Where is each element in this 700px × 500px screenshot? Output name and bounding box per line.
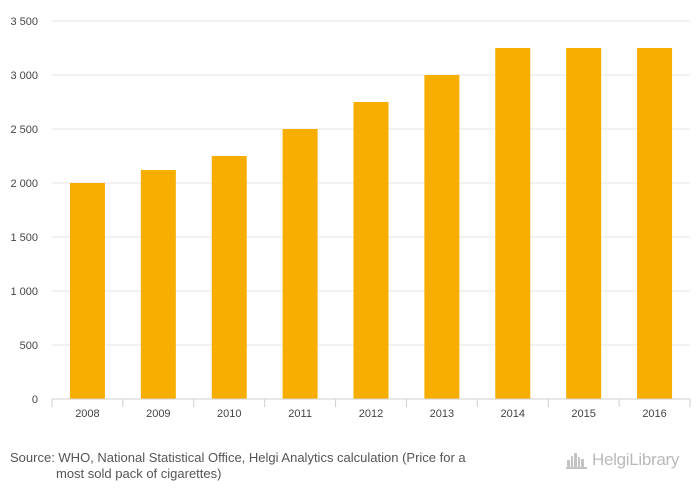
bar-2016 <box>637 48 673 399</box>
brand-logo: HelgiLibrary <box>566 448 679 472</box>
y-tick-label: 0 <box>32 394 38 406</box>
source-line-2: most sold pack of cigarettes) <box>56 466 222 481</box>
y-tick-label: 1 500 <box>10 232 38 244</box>
x-axis <box>51 398 691 407</box>
y-tick-label: 3 000 <box>10 70 38 82</box>
x-tick-label: 2015 <box>571 408 595 420</box>
y-axis-tick-labels: 0 500 1 000 1 500 2 000 2 500 3 000 3 500 <box>10 16 38 406</box>
y-tick-label: 2 500 <box>10 124 38 136</box>
helgi-library-skyline-icon <box>566 453 587 469</box>
x-tick-label: 2010 <box>217 408 241 420</box>
x-tick-label: 2013 <box>430 408 454 420</box>
x-tick-label: 2012 <box>359 408 383 420</box>
x-tick-label: 2016 <box>642 408 666 420</box>
x-tick-label: 2008 <box>75 408 99 420</box>
bar-2008 <box>69 183 105 399</box>
source-note: Source: WHO, National Statistical Office… <box>10 450 540 482</box>
x-tick-label: 2009 <box>146 408 170 420</box>
bar-2015 <box>566 48 602 399</box>
source-line-1: Source: WHO, National Statistical Office… <box>10 450 466 465</box>
bars <box>69 48 673 399</box>
x-tick-label: 2014 <box>501 408 525 420</box>
y-tick-label: 1 000 <box>10 286 38 298</box>
y-tick-label: 3 500 <box>10 16 38 28</box>
brand-name: HelgiLibrary <box>592 450 680 469</box>
bar-2014 <box>495 48 531 399</box>
y-tick-label: 500 <box>20 340 38 352</box>
x-tick-label: 2011 <box>288 408 312 420</box>
bar-2009 <box>140 170 176 399</box>
y-tick-label: 2 000 <box>10 178 38 190</box>
bar-2011 <box>282 129 318 399</box>
bar-2012 <box>353 102 389 399</box>
x-axis-tick-labels: 2008 2009 2010 2011 2012 2013 2014 2015 2016 <box>75 408 667 420</box>
bar-2013 <box>424 75 460 399</box>
bar-2010 <box>211 156 247 399</box>
